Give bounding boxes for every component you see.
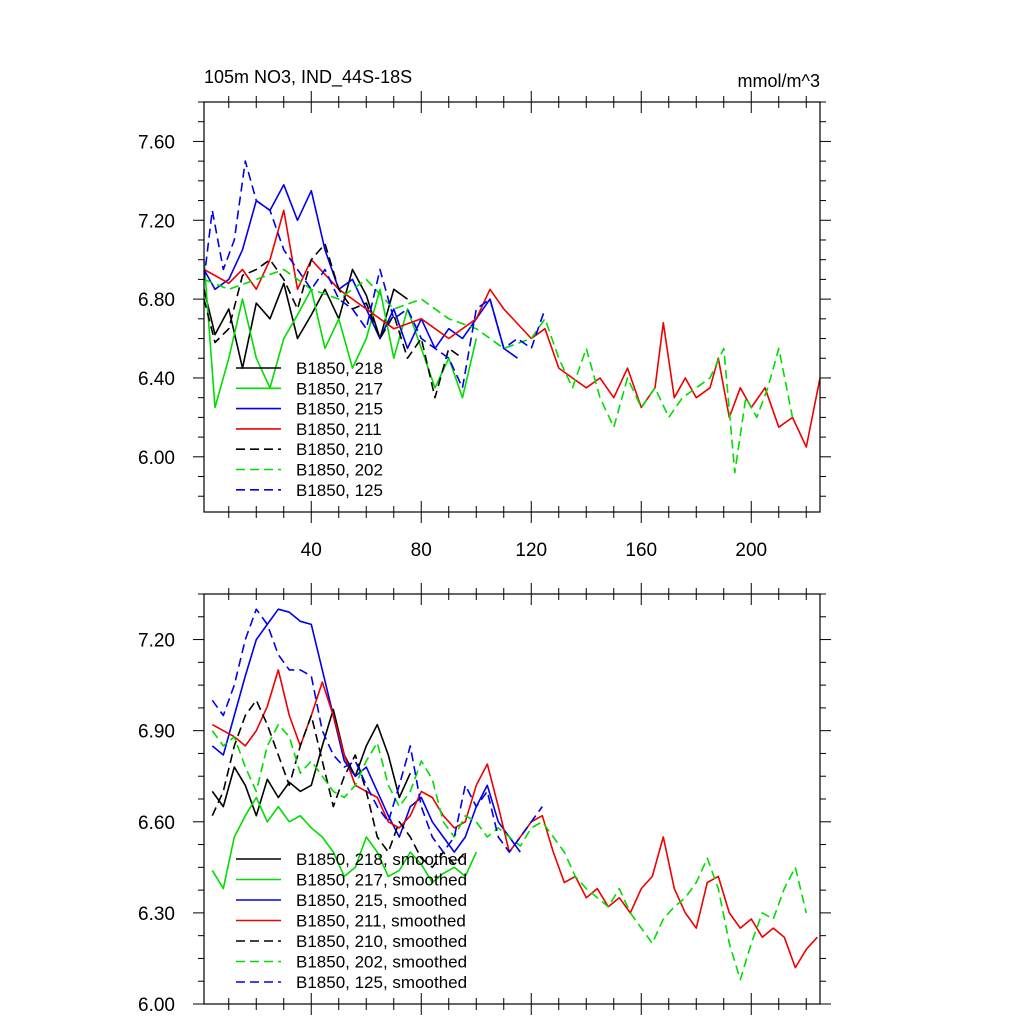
y-tick-label: 6.30 [138,904,175,925]
series-line-0 [211,708,412,817]
x-tick-label: 80 [411,540,432,561]
y-tick-label: 7.20 [138,211,175,232]
series-group [204,160,820,474]
x-tick-label: 40 [301,540,322,561]
legend-label-5: B1850, 202 [296,461,383,480]
legend-label-0: B1850, 218, smoothed [296,850,467,869]
plot-frame [203,101,821,513]
legend-label-3: B1850, 211, smoothed [296,912,466,931]
legend-label-2: B1850, 215 [296,400,383,419]
series-line-1 [211,796,478,890]
bottom-panel: 6.00 6.30 6.60 6.90 7.20 B1850, 218, smoothed… [138,583,831,1016]
legend-label-3: B1850, 211 [296,420,382,439]
legend-label-4: B1850, 210, smoothed [296,932,467,951]
chart-title: 105m NO3, IND_44S-18S [204,67,412,88]
x-tick-label: 160 [625,540,657,561]
y-tick-label: 6.80 [138,290,175,311]
y-tick-label: 7.20 [138,631,175,652]
legend-label-6: B1850, 125, smoothed [296,973,467,992]
y-tick-label: 6.40 [138,369,175,390]
y-tick-label: 6.00 [138,995,175,1016]
y-tick-label: 7.60 [138,132,175,153]
y-tick-label: 6.00 [138,448,175,469]
legend-label-1: B1850, 217, smoothed [296,871,467,890]
y-tick-label: 6.90 [138,722,175,743]
legend-label-0: B1850, 218 [296,359,383,378]
legend-label-2: B1850, 215, smoothed [296,891,467,910]
legend-label-1: B1850, 217 [296,379,383,398]
x-tick-label: 200 [735,540,767,561]
legend-label-5: B1850, 202, smoothed [296,953,467,972]
y-tick-label: 6.60 [138,813,175,834]
chart-units: mmol/m^3 [738,71,820,91]
series-line-0 [204,268,408,369]
legend-label-6: B1850, 125 [296,481,383,500]
legend-label-4: B1850, 210 [296,440,383,459]
legend: B1850, 218, smoothed B1850, 217, smoothed… [236,850,467,992]
series-line-2 [204,184,518,359]
series-group [211,608,818,981]
top-panel: 40 80 120 160 200 6.00 6.40 6.80 7.20 7.60 105m NO… [138,67,831,561]
series-line-6 [204,160,546,389]
series-line-6 [211,608,543,853]
series-line-5 [211,723,808,981]
series-line-5 [204,268,794,474]
series-line-4 [204,243,463,399]
series-line-4 [211,699,466,869]
series-line-2 [211,608,521,853]
x-tick-label: 120 [515,540,547,561]
